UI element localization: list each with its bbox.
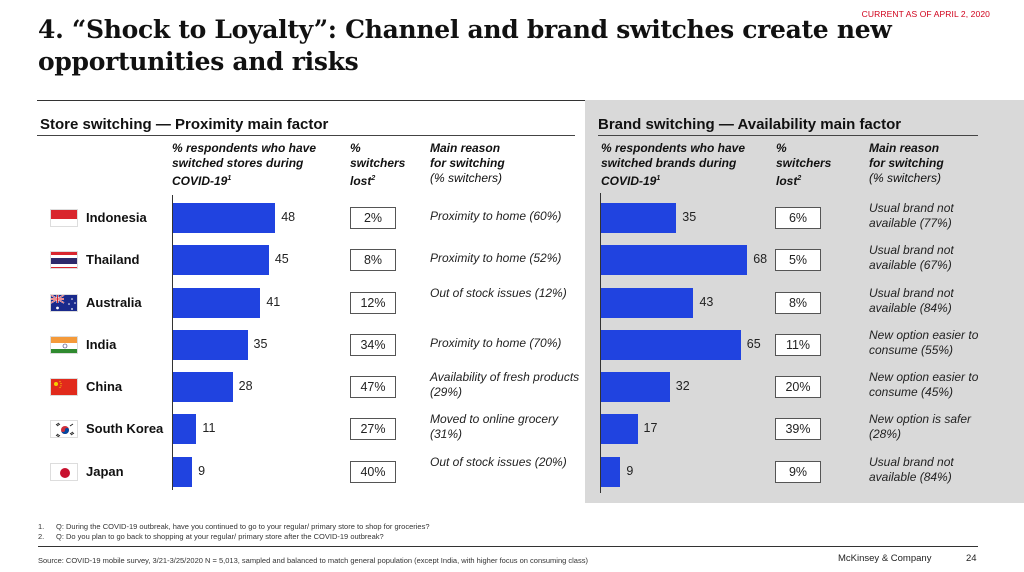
brand-bar-japan bbox=[601, 457, 621, 487]
brand-main-reason-india: New option easier to consume (55%) bbox=[869, 328, 979, 357]
brand-bar-value-indonesia: 35 bbox=[682, 210, 697, 224]
flag-south-korea bbox=[50, 420, 78, 438]
brand-switchers-lost-south-korea: 39% bbox=[775, 418, 821, 440]
company-name: McKinsey & Company bbox=[838, 553, 932, 564]
page-title: 4. “Shock to Loyalty”: Channel and brand… bbox=[38, 15, 892, 76]
brand-main-reason-south-korea: New option is safer (28%) bbox=[869, 412, 972, 441]
store-bar-value-indonesia: 48 bbox=[281, 210, 296, 224]
brand-col-reason-head: Main reason for switching (% switchers) bbox=[869, 141, 944, 185]
top-divider bbox=[37, 100, 585, 101]
store-bar-thailand bbox=[173, 245, 269, 275]
page-number: 24 bbox=[966, 553, 977, 564]
brand-switchers-lost-thailand: 5% bbox=[775, 249, 821, 271]
store-col-reason-head: Main reason for switching (% switchers) bbox=[430, 141, 505, 185]
brand-panel-rule bbox=[598, 135, 978, 136]
store-col-respondents-head: % respondents who have switched stores d… bbox=[172, 141, 317, 188]
store-switchers-lost-china: 47% bbox=[350, 376, 396, 398]
store-switchers-lost-thailand: 8% bbox=[350, 249, 396, 271]
store-bar-india bbox=[173, 330, 248, 360]
store-main-reason-australia: Out of stock issues (12%) bbox=[430, 286, 567, 300]
country-label-india: India bbox=[86, 337, 117, 352]
footnote-2: 2. Q: Do you plan to go back to shopping … bbox=[38, 532, 384, 541]
brand-bar-china bbox=[601, 372, 670, 402]
brand-bar-value-australia: 43 bbox=[699, 295, 714, 309]
brand-main-reason-australia: Usual brand not available (84%) bbox=[869, 286, 954, 315]
brand-main-reason-indonesia: Usual brand not available (77%) bbox=[869, 201, 954, 230]
flag-japan bbox=[50, 463, 78, 481]
country-label-china: China bbox=[86, 379, 123, 394]
store-switchers-lost-south-korea: 27% bbox=[350, 418, 396, 440]
current-as-of-label: CURRENT AS OF APRIL 2, 2020 bbox=[861, 9, 990, 19]
brand-switchers-lost-japan: 9% bbox=[775, 461, 821, 483]
footnote-1: 1. Q: During the COVID-19 outbreak, have … bbox=[38, 522, 430, 531]
brand-bar-india bbox=[601, 330, 741, 360]
flag-india bbox=[50, 336, 78, 354]
store-switchers-lost-indonesia: 2% bbox=[350, 207, 396, 229]
store-bar-value-thailand: 45 bbox=[274, 252, 289, 266]
brand-switchers-lost-india: 11% bbox=[775, 334, 821, 356]
store-bar-value-australia: 41 bbox=[266, 295, 281, 309]
country-label-japan: Japan bbox=[86, 464, 124, 479]
store-bar-value-south-korea: 11 bbox=[202, 421, 216, 435]
brand-bar-australia bbox=[601, 288, 694, 318]
brand-bar-south-korea bbox=[601, 414, 638, 444]
flag-indonesia bbox=[50, 209, 78, 227]
store-main-reason-thailand: Proximity to home (52%) bbox=[430, 251, 562, 265]
brand-switchers-lost-australia: 8% bbox=[775, 292, 821, 314]
store-panel-title: Store switching — Proximity main factor bbox=[40, 116, 329, 133]
brand-main-reason-thailand: Usual brand not available (67%) bbox=[869, 243, 954, 272]
store-switchers-lost-india: 34% bbox=[350, 334, 396, 356]
country-label-australia: Australia bbox=[86, 295, 142, 310]
country-label-thailand: Thailand bbox=[86, 252, 140, 267]
brand-panel-title: Brand switching — Availability main fact… bbox=[598, 116, 902, 133]
country-label-indonesia: Indonesia bbox=[86, 210, 147, 225]
store-switchers-lost-japan: 40% bbox=[350, 461, 396, 483]
brand-bar-value-china: 32 bbox=[675, 379, 690, 393]
store-panel-rule bbox=[37, 135, 575, 136]
footer-divider bbox=[38, 546, 978, 547]
country-label-south-korea: South Korea bbox=[86, 421, 164, 436]
store-main-reason-china: Availability of fresh products (29%) bbox=[430, 370, 580, 399]
flag-australia bbox=[50, 294, 78, 312]
store-bar-australia bbox=[173, 288, 261, 318]
store-bar-china bbox=[173, 372, 233, 402]
store-main-reason-japan: Out of stock issues (20%) bbox=[430, 455, 567, 469]
flag-china bbox=[50, 378, 78, 396]
store-bar-axis bbox=[172, 195, 173, 490]
store-bar-value-japan: 9 bbox=[198, 464, 206, 478]
store-bar-japan bbox=[173, 457, 193, 487]
store-main-reason-indonesia: Proximity to home (60%) bbox=[430, 209, 562, 223]
brand-bar-value-thailand: 68 bbox=[753, 252, 768, 266]
flag-thailand bbox=[50, 251, 78, 269]
store-main-reason-south-korea: Moved to online grocery (31%) bbox=[430, 412, 559, 441]
brand-switchers-lost-china: 20% bbox=[775, 376, 821, 398]
brand-main-reason-china: New option easier to consume (45%) bbox=[869, 370, 979, 399]
store-bar-indonesia bbox=[173, 203, 276, 233]
brand-bar-thailand bbox=[601, 245, 748, 275]
store-main-reason-india: Proximity to home (70%) bbox=[430, 336, 562, 350]
brand-switchers-lost-indonesia: 6% bbox=[775, 207, 821, 229]
brand-col-lost-head: % switchers lost2 bbox=[776, 141, 832, 188]
brand-main-reason-japan: Usual brand not available (84%) bbox=[869, 455, 954, 484]
brand-bar-value-japan: 9 bbox=[626, 464, 634, 478]
store-bar-value-china: 28 bbox=[238, 379, 253, 393]
store-switchers-lost-australia: 12% bbox=[350, 292, 396, 314]
store-col-lost-head: % switchers lost2 bbox=[350, 141, 406, 188]
store-bar-south-korea bbox=[173, 414, 197, 444]
brand-bar-axis bbox=[600, 193, 601, 493]
store-bar-value-india: 35 bbox=[253, 337, 268, 351]
brand-bar-value-south-korea: 17 bbox=[643, 421, 658, 435]
brand-col-respondents-head: % respondents who have switched brands d… bbox=[601, 141, 746, 188]
source-note: Source: COVID-19 mobile survey, 3/21-3/2… bbox=[38, 556, 588, 565]
brand-bar-value-india: 65 bbox=[746, 337, 761, 351]
brand-bar-indonesia bbox=[601, 203, 677, 233]
